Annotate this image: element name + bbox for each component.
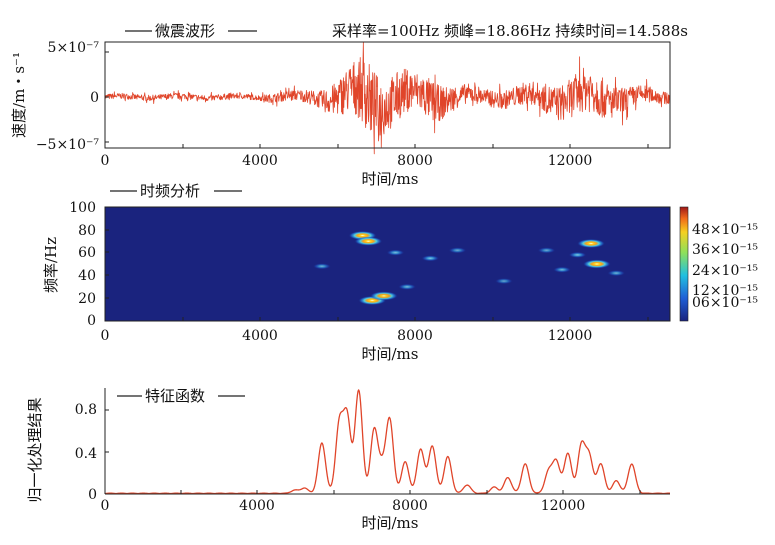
x-axis-label: 时间/ms: [362, 345, 419, 363]
x-tick-label: 4000: [242, 153, 278, 169]
x-tick-label: 8000: [397, 153, 433, 169]
y-tick-label: 100: [69, 200, 96, 216]
waveform-header: 采样率=100Hz 频峰=18.86Hz 持续时间=14.588s: [332, 22, 688, 40]
heatmap-hotspot: [354, 236, 383, 246]
waveform-panel: 微震波形 采样率=100Hz 频峰=18.86Hz 持续时间=14.588s 5…: [10, 22, 688, 188]
y-axis-label: 频率/Hz: [42, 237, 60, 293]
heatmap-hotspot: [448, 247, 467, 254]
heatmap-hotspot: [568, 251, 587, 258]
x-tick-label: 0: [101, 498, 110, 514]
colorbar-tick-label: 48×10⁻¹⁵: [692, 222, 758, 238]
heatmap-hotspot: [582, 259, 611, 269]
colorbar: [679, 206, 689, 322]
heatmap-hotspot: [553, 266, 572, 273]
colorbar-tick-label: 24×10⁻¹⁵: [692, 263, 758, 279]
y-axis-label: 速度/m・s⁻¹: [10, 52, 28, 138]
colorbar-tick-label: 12×10⁻¹⁵: [692, 283, 758, 299]
heatmap-hotspot: [398, 283, 417, 290]
y-tick-label: 5×10⁻⁷: [48, 40, 100, 56]
x-tick-label: 12000: [548, 328, 593, 344]
y-tick-label: 80: [78, 223, 96, 239]
y-tick-label: 0.4: [75, 446, 97, 462]
x-tick-label: 8000: [397, 328, 433, 344]
y-tick-label: 0.8: [75, 402, 97, 418]
heatmap-panel: 时频分析 48×10⁻¹⁵ 36×10⁻¹⁵ 24×10⁻¹⁵ 12×10⁻¹⁵…: [42, 182, 758, 363]
x-tick-label: 0: [101, 328, 110, 344]
y-tick-label: 0: [90, 90, 99, 106]
x-tick-label: 8000: [392, 498, 428, 514]
y-axis-label: 归一化处理结果: [26, 397, 44, 502]
heatmap-hotspot: [577, 238, 606, 248]
heatmap-hotspot: [369, 291, 398, 301]
feature-panel: 特征函数 0.8 0.4 0 0 4000 8000 12000 时间/ms 归…: [26, 387, 671, 532]
heatmap-hotspot: [421, 255, 440, 262]
heatmap-hotspot: [386, 249, 405, 256]
y-tick-label: 0: [88, 487, 97, 503]
colorbar-tick-label: 36×10⁻¹⁵: [692, 242, 758, 258]
heatmap-hotspot: [607, 270, 626, 277]
y-tick-label: 40: [78, 268, 96, 284]
heatmap-title: 时频分析: [140, 182, 200, 200]
x-tick-label: 4000: [242, 328, 278, 344]
heatmap-hotspot: [537, 247, 556, 254]
feature-title: 特征函数: [145, 387, 205, 405]
y-tick-label: 60: [78, 245, 96, 261]
x-axis-label: 时间/ms: [362, 170, 419, 188]
y-tick-label: −5×10⁻⁷: [36, 137, 100, 153]
x-axis-label: 时间/ms: [362, 514, 419, 532]
waveform-line: [104, 41, 671, 155]
x-tick-label: 12000: [541, 498, 586, 514]
heatmap-hotspot: [494, 278, 513, 285]
x-tick-label: 0: [101, 153, 110, 169]
x-tick-label: 4000: [239, 498, 275, 514]
heatmap-hotspot: [312, 263, 331, 270]
heatmap-frame: [104, 206, 671, 322]
waveform-frame: [104, 41, 671, 149]
feature-line: [104, 389, 671, 495]
waveform-title: 微震波形: [155, 22, 215, 40]
heatmap-background: [105, 207, 670, 321]
heatmap-cells: [312, 231, 626, 305]
x-tick-label: 12000: [548, 153, 593, 169]
y-tick-label: 20: [78, 291, 96, 307]
colorbar-tick-label: 06×10⁻¹⁵: [692, 295, 758, 311]
y-tick-label: 0: [87, 313, 96, 329]
